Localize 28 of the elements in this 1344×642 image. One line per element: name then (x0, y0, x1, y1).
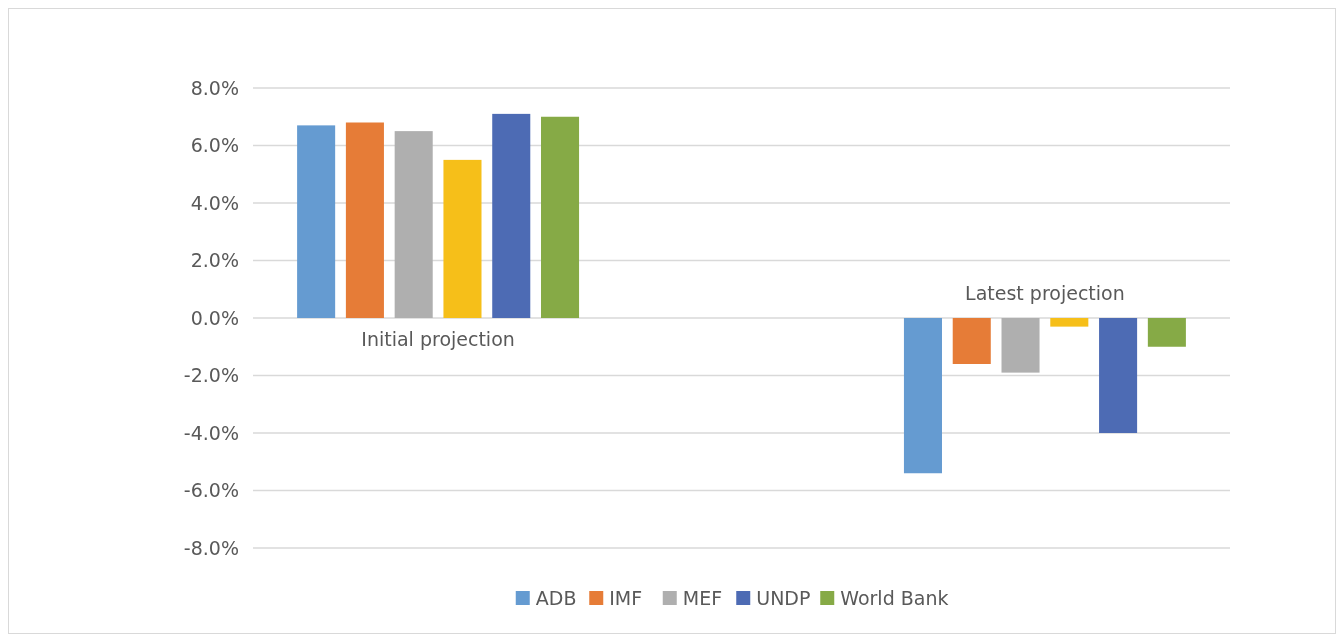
y-tick-label: 6.0% (190, 134, 239, 157)
bar (1050, 318, 1089, 327)
bar (1147, 318, 1186, 347)
legend-label: MEF (682, 586, 723, 609)
legend-label: ADB (535, 586, 577, 609)
y-tick-label: 8.0% (190, 76, 239, 99)
bar (297, 125, 336, 318)
y-tick-label: 0.0% (190, 306, 239, 329)
bar (952, 318, 991, 364)
bar (492, 113, 531, 318)
bar (1001, 318, 1040, 373)
y-tick-label: 2.0% (190, 249, 239, 272)
y-tick-label: -2.0% (183, 364, 239, 387)
bar (903, 318, 942, 474)
y-tick-label: 4.0% (190, 191, 239, 214)
bar (345, 122, 384, 318)
y-tick-label: -8.0% (183, 536, 239, 559)
x-tick-label: Initial projection (361, 328, 515, 350)
y-tick-label: -6.0% (183, 479, 239, 502)
bar (394, 131, 433, 318)
x-tick-label: Latest projection (965, 282, 1125, 304)
y-tick-label: -4.0% (183, 421, 239, 444)
bar (1099, 318, 1138, 433)
bar (443, 159, 482, 318)
bar (541, 116, 580, 318)
legend-label: World Bank (840, 586, 949, 609)
legend-label: UNDP (756, 586, 811, 609)
legend-label: IMF (609, 586, 643, 609)
